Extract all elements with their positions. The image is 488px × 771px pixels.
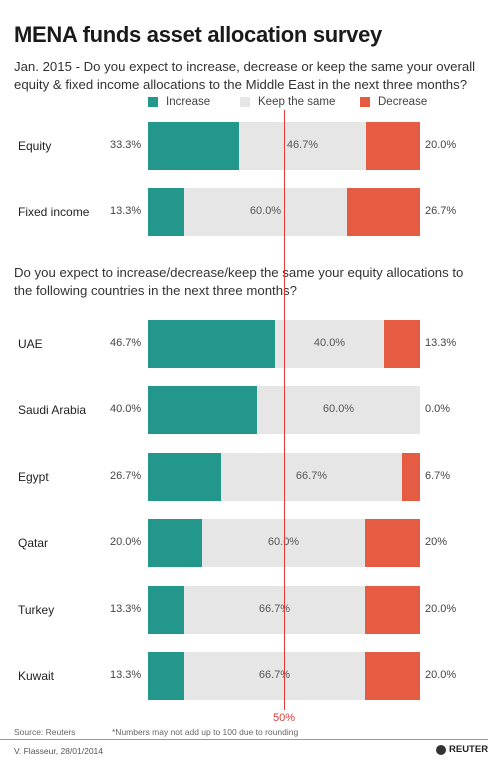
question-2: Do you expect to increase/decrease/keep … <box>14 265 464 298</box>
decrease-value-egypt: 6.7% <box>425 470 451 482</box>
bar-segment-decrease-qatar <box>365 519 420 567</box>
credit: V. Flasseur, 28/01/2014 <box>14 746 104 756</box>
reuters-logo: REUTERS <box>436 744 488 755</box>
increase-value-qatar: 20.0% <box>110 536 142 548</box>
legend-swatch-keep <box>240 97 250 107</box>
bar-segment-keep-fixed-income <box>184 188 347 236</box>
bar-segment-keep-egypt <box>221 453 402 501</box>
bar-equity: 46.7% <box>148 122 420 170</box>
row-label-saudi-arabia: Saudi Arabia <box>18 403 87 417</box>
row-label-uae: UAE <box>18 337 43 351</box>
bar-egypt: 66.7% <box>148 453 420 501</box>
decrease-value-kuwait: 20.0% <box>425 669 457 681</box>
bar-uae: 40.0% <box>148 320 420 368</box>
keep-value-saudi-arabia: 60.0% <box>322 403 355 415</box>
bar-segment-decrease-uae <box>384 320 420 368</box>
keep-value-kuwait: 66.7% <box>258 669 291 681</box>
bar-segment-keep-kuwait <box>184 652 365 700</box>
bar-segment-keep-equity <box>239 122 366 170</box>
bar-segment-increase-equity <box>148 122 239 170</box>
decrease-value-saudi-arabia: 0.0% <box>425 403 451 415</box>
legend-swatch-decrease <box>360 97 370 107</box>
increase-value-egypt: 26.7% <box>110 470 142 482</box>
bar-turkey: 66.7% <box>148 586 420 634</box>
row-label-qatar: Qatar <box>18 536 49 550</box>
legend-item-increase: Increase <box>148 96 210 108</box>
bar-segment-increase-saudi-arabia <box>148 386 257 434</box>
keep-value-qatar: 60.0% <box>268 536 299 548</box>
legend-label-decrease: Decrease <box>378 96 428 108</box>
keep-value-egypt: 66.7% <box>295 470 328 482</box>
source-note: Source: Reuters <box>14 727 76 737</box>
bar-segment-decrease-kuwait <box>365 652 420 700</box>
increase-value-equity: 33.3% <box>110 139 142 151</box>
bar-segment-increase-turkey <box>148 586 184 634</box>
decrease-value-qatar: 20% <box>425 536 448 548</box>
bar-segment-increase-uae <box>148 320 275 368</box>
bar-segment-decrease-equity <box>366 122 420 170</box>
reuters-logo-icon <box>436 744 446 755</box>
chart-title: MENA funds asset allocation survey <box>14 22 382 47</box>
row-label-kuwait: Kuwait <box>18 669 55 683</box>
bar-segment-decrease-turkey <box>365 586 420 634</box>
footer-rule <box>0 739 488 740</box>
legend-item-keep: Keep the same <box>240 96 335 108</box>
fifty-percent-line <box>284 110 286 710</box>
bar-segment-keep-uae <box>275 320 384 368</box>
legend-item-decrease: Decrease <box>360 96 427 108</box>
row-label-fixed-income: Fixed income <box>18 205 90 219</box>
bar-segment-keep-qatar <box>202 519 365 567</box>
bar-segment-increase-kuwait <box>148 652 184 700</box>
row-label-egypt: Egypt <box>18 470 49 484</box>
row-label-equity: Equity <box>18 139 52 153</box>
keep-value-fixed-income: 60.0% <box>249 205 282 217</box>
bar-segment-decrease-egypt <box>402 453 420 501</box>
bar-qatar: 60.0% <box>148 519 420 567</box>
increase-value-saudi-arabia: 40.0% <box>110 403 142 415</box>
increase-value-turkey: 13.3% <box>110 603 142 615</box>
keep-value-turkey: 66.7% <box>258 603 291 615</box>
bar-segment-increase-egypt <box>148 453 221 501</box>
legend-label-keep: Keep the same <box>258 96 336 108</box>
bar-fixed-income: 60.0% <box>148 188 420 236</box>
increase-value-fixed-income: 13.3% <box>110 205 142 217</box>
decrease-value-turkey: 20.0% <box>425 603 457 615</box>
row-label-turkey: Turkey <box>18 603 55 617</box>
bar-segment-keep-turkey <box>184 586 365 634</box>
keep-value-equity: 46.7% <box>286 139 319 151</box>
reuters-logo-text: REUTERS <box>449 744 488 755</box>
increase-value-uae: 46.7% <box>110 337 142 349</box>
decrease-value-fixed-income: 26.7% <box>425 205 457 217</box>
legend-label-increase: Increase <box>166 96 211 108</box>
decrease-value-uae: 13.3% <box>425 337 457 349</box>
bar-segment-increase-qatar <box>148 519 202 567</box>
fifty-percent-label: 50% <box>272 712 296 724</box>
question-1: Jan. 2015 - Do you expect to increase, d… <box>14 59 476 92</box>
legend-swatch-increase <box>148 97 158 107</box>
rounding-note: *Numbers may not add up to 100 due to ro… <box>112 727 299 737</box>
increase-value-kuwait: 13.3% <box>110 669 142 681</box>
keep-value-uae: 40.0% <box>313 337 346 349</box>
bar-segment-decrease-fixed-income <box>347 188 420 236</box>
decrease-value-equity: 20.0% <box>425 139 457 151</box>
bar-segment-increase-fixed-income <box>148 188 184 236</box>
bar-kuwait: 66.7% <box>148 652 420 700</box>
